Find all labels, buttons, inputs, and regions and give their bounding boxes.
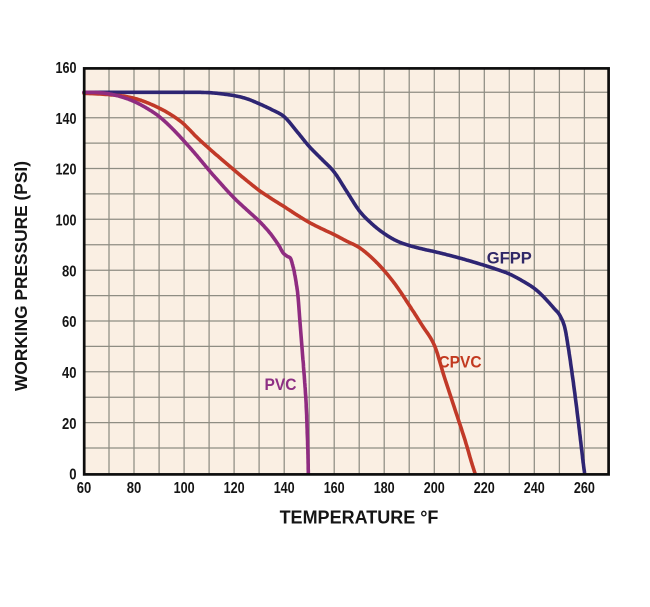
svg-text:80: 80 <box>127 480 142 497</box>
svg-text:20: 20 <box>62 416 77 433</box>
svg-text:160: 160 <box>324 480 345 497</box>
svg-text:140: 140 <box>56 111 77 128</box>
svg-text:100: 100 <box>174 480 195 497</box>
svg-text:WORKING PRESSURE (PSI): WORKING PRESSURE (PSI) <box>11 161 31 391</box>
svg-text:CPVC: CPVC <box>439 354 482 372</box>
svg-text:160: 160 <box>56 60 77 77</box>
svg-text:180: 180 <box>374 480 395 497</box>
svg-text:40: 40 <box>62 365 77 382</box>
svg-text:140: 140 <box>274 480 295 497</box>
svg-text:TEMPERATURE °F: TEMPERATURE °F <box>280 508 439 528</box>
svg-text:GFPP: GFPP <box>487 250 532 268</box>
svg-text:240: 240 <box>524 480 545 497</box>
svg-text:60: 60 <box>77 480 92 497</box>
svg-text:100: 100 <box>56 213 77 230</box>
svg-text:80: 80 <box>62 263 77 280</box>
svg-text:220: 220 <box>474 480 495 497</box>
svg-text:120: 120 <box>56 162 77 179</box>
svg-text:0: 0 <box>69 467 76 484</box>
svg-text:PVC: PVC <box>265 376 297 394</box>
svg-text:200: 200 <box>424 480 445 497</box>
svg-text:60: 60 <box>62 314 77 331</box>
svg-text:120: 120 <box>224 480 245 497</box>
svg-text:260: 260 <box>574 480 595 497</box>
